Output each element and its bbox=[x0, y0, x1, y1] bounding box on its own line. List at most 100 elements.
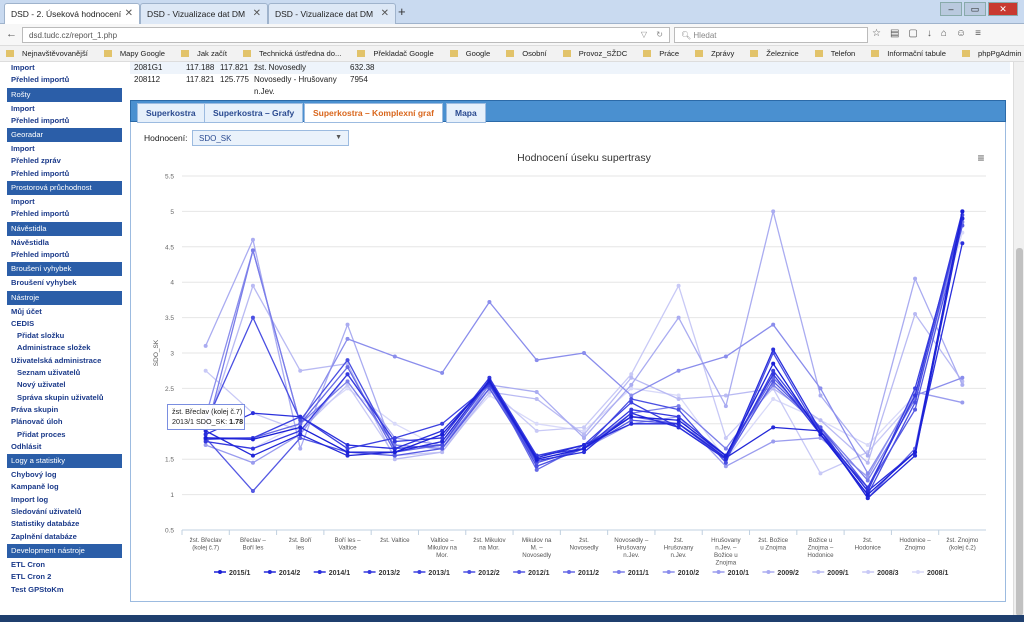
sidebar-link[interactable]: Přehled importů bbox=[11, 115, 70, 125]
dropdown-icon[interactable]: ▽ bbox=[640, 30, 647, 39]
sidebar-link[interactable]: Import bbox=[11, 63, 35, 72]
back-icon[interactable]: ← bbox=[6, 28, 17, 40]
sidebar-link[interactable]: Přehled importů bbox=[11, 75, 70, 85]
sidebar-link[interactable]: Přidat složku bbox=[17, 331, 65, 341]
sidebar-link[interactable]: CEDIS bbox=[11, 318, 35, 328]
chat-icon[interactable]: ☺ bbox=[955, 28, 967, 39]
sidebar-link[interactable]: Přidat proces bbox=[17, 429, 66, 439]
sidebar-link[interactable]: Odhlásit bbox=[11, 441, 42, 451]
sidebar-link[interactable]: Administrace složek bbox=[17, 343, 91, 353]
sidebar-link[interactable]: Seznam uživatelů bbox=[17, 368, 81, 378]
home-icon[interactable]: ⌂ bbox=[940, 28, 947, 39]
bookmark-item[interactable]: Mapy Google bbox=[103, 49, 173, 58]
sidebar-link[interactable]: Přehled importů bbox=[11, 249, 70, 259]
sidebar-link[interactable]: ETL Cron 2 bbox=[11, 572, 52, 582]
new-tab-icon[interactable]: + bbox=[398, 4, 406, 19]
sidebar-section-header: Prostorová průchodnost bbox=[7, 181, 122, 196]
main-tabs-bar: Superkostra Superkostra – Grafy Superkos… bbox=[130, 100, 1006, 123]
minimize-icon[interactable]: – bbox=[940, 2, 962, 16]
bookmark-item[interactable]: Google bbox=[449, 49, 499, 58]
bookmark-label: Práce bbox=[659, 49, 680, 58]
folder-icon bbox=[6, 50, 14, 57]
bookmark-label: Informační tabule bbox=[887, 49, 946, 58]
bookmark-item[interactable]: Nejnavštěvovanější bbox=[6, 49, 96, 58]
reload-icon[interactable]: ↻ bbox=[656, 30, 663, 39]
download-icon[interactable]: ↓ bbox=[926, 28, 932, 39]
folder-icon bbox=[449, 50, 458, 57]
close-icon[interactable]: ✕ bbox=[124, 8, 133, 19]
browser-tab-0[interactable]: DSD - 2. Úseková hodnocení ✕ bbox=[4, 3, 140, 24]
tooltip-value: 1.78 bbox=[229, 417, 244, 426]
navigation-bar: ← dsd.tudc.cz/report_1.php ▽ ↻ 🔍︎ Hledat ☆… bbox=[0, 24, 1024, 46]
sidebar-section-header: Rošty bbox=[7, 87, 122, 102]
table-cell: žst. Novosedly bbox=[254, 63, 307, 72]
bookmark-item[interactable]: Telefon bbox=[814, 49, 864, 58]
bookmark-item[interactable]: Železnice bbox=[750, 49, 807, 58]
bookmark-item[interactable]: Jak začít bbox=[181, 49, 235, 58]
bookmark-item[interactable]: Provoz_SŽDC bbox=[562, 49, 636, 58]
table-cell: 117.821 bbox=[220, 63, 249, 72]
bookmark-item[interactable]: Zprávy bbox=[695, 49, 742, 58]
folder-icon bbox=[562, 50, 571, 57]
sidebar: Import Přehled importů Rošty Import Přehled … bbox=[7, 62, 122, 622]
sidebar-link[interactable]: Zaplnění databáze bbox=[11, 531, 77, 541]
tab-superkostra-grafy[interactable]: Superkostra – Grafy bbox=[204, 103, 304, 123]
sidebar-section-header: Logy a statistiky bbox=[7, 454, 122, 469]
tooltip-series: 2013/1 bbox=[172, 417, 194, 426]
sidebar-link[interactable]: Nový uživatel bbox=[17, 380, 66, 390]
sidebar-link[interactable]: Import log bbox=[11, 494, 49, 504]
url-host: dsd.tudc.cz bbox=[29, 31, 70, 40]
bookmark-item[interactable]: Informační tabule bbox=[871, 49, 954, 58]
rating-select[interactable]: SDO_SK ▼ bbox=[192, 130, 349, 146]
sidebar-link[interactable]: Sledování uživatelů bbox=[11, 507, 82, 517]
sidebar-link[interactable]: Import bbox=[11, 197, 35, 207]
sidebar-link[interactable]: Test GPStoKm bbox=[11, 584, 64, 594]
table-cell: 117.188 bbox=[186, 63, 215, 72]
sidebar-link[interactable]: Chybový log bbox=[11, 470, 57, 480]
folder-icon bbox=[871, 50, 880, 57]
maximize-icon[interactable]: ▭ bbox=[964, 2, 986, 16]
segment-table: 2081G1 117.188 117.821 žst. Novosedly 632.38… bbox=[130, 62, 1010, 96]
close-icon[interactable]: ✕ bbox=[252, 8, 261, 19]
folder-icon bbox=[961, 50, 970, 57]
sidebar-link[interactable]: Import bbox=[11, 144, 35, 154]
sidebar-link[interactable]: Přehled importů bbox=[11, 209, 70, 219]
sidebar-link[interactable]: ETL Cron bbox=[11, 559, 46, 569]
sidebar-link[interactable]: Import bbox=[11, 103, 35, 113]
window-close-icon[interactable]: ✕ bbox=[988, 2, 1018, 16]
sidebar-link[interactable]: Broušení vyhybek bbox=[11, 278, 77, 288]
search-placeholder: Hledat bbox=[693, 31, 717, 40]
browser-tab-2[interactable]: DSD - Vizualizace dat DM ✕ bbox=[268, 3, 396, 24]
search-input[interactable]: 🔍︎ Hledat bbox=[674, 27, 868, 43]
sidebar-link[interactable]: Plánovač úloh bbox=[11, 417, 63, 427]
star-icon[interactable]: ☆ bbox=[872, 28, 881, 39]
bookmark-item[interactable]: Práce bbox=[643, 49, 687, 58]
menu-icon[interactable]: ≡ bbox=[975, 28, 981, 39]
sidebar-link[interactable]: Uživatelská administrace bbox=[11, 355, 102, 365]
sidebar-link[interactable]: Kampaně log bbox=[11, 482, 59, 492]
page-scrollbar[interactable] bbox=[1013, 62, 1024, 622]
tab-superkostra[interactable]: Superkostra bbox=[137, 103, 205, 123]
url-bar[interactable]: dsd.tudc.cz/report_1.php ▽ ↻ bbox=[22, 27, 670, 43]
sidebar-link[interactable]: Návěstidla bbox=[11, 237, 49, 247]
filter-label: Hodnocení: bbox=[144, 133, 188, 143]
scrollbar-thumb[interactable] bbox=[1016, 248, 1023, 616]
bookmark-item[interactable]: Osobní bbox=[506, 49, 554, 58]
reader-icon[interactable]: ▤ bbox=[889, 28, 900, 39]
toolbar-icons: ☆ ▤ ▢ ↓ ⌂ ☺ ≡ bbox=[872, 28, 981, 39]
tab-superkostra-komplexni-graf[interactable]: Superkostra – Komplexní graf bbox=[304, 103, 443, 123]
lock-icon[interactable]: ▢ bbox=[908, 28, 918, 39]
tab-mapa[interactable]: Mapa bbox=[446, 103, 486, 123]
sidebar-link[interactable]: Přehled importů bbox=[11, 168, 70, 178]
browser-tab-1[interactable]: DSD - Vizualizace dat DM ✕ bbox=[140, 3, 268, 24]
bookmark-item[interactable]: Technická ústředna do... bbox=[243, 49, 349, 58]
bookmark-item[interactable]: phpPgAdmin bbox=[961, 49, 1024, 58]
sidebar-link[interactable]: Můj účet bbox=[11, 306, 42, 316]
close-icon[interactable]: ✕ bbox=[380, 8, 389, 19]
sidebar-link[interactable]: Statistiky databáze bbox=[11, 519, 80, 529]
sidebar-link[interactable]: Práva skupin bbox=[11, 404, 59, 414]
bookmark-item[interactable]: Překladač Google bbox=[357, 49, 441, 58]
browser-tabstrip: DSD - 2. Úseková hodnocení ✕ DSD - Vizual… bbox=[0, 0, 1024, 24]
sidebar-link[interactable]: Přehled zpráv bbox=[11, 156, 61, 166]
sidebar-link[interactable]: Správa skupin uživatelů bbox=[17, 392, 104, 402]
